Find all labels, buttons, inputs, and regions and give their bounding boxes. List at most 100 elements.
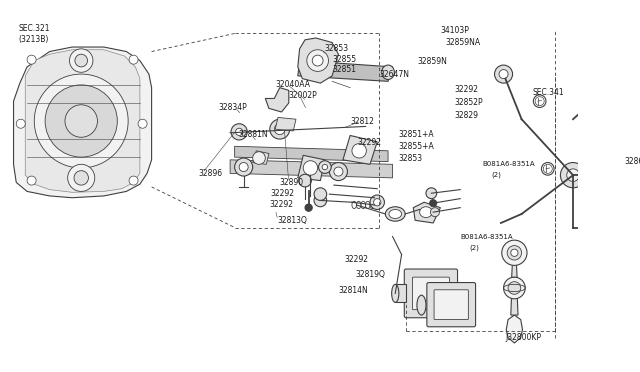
FancyBboxPatch shape (412, 277, 449, 310)
Text: 32292: 32292 (271, 189, 295, 198)
Text: 32292: 32292 (269, 199, 293, 209)
Circle shape (299, 174, 311, 187)
Circle shape (616, 173, 621, 178)
Circle shape (275, 124, 285, 135)
Text: 32890: 32890 (280, 178, 304, 187)
Polygon shape (275, 118, 296, 131)
Circle shape (533, 95, 546, 108)
Circle shape (567, 169, 579, 182)
Text: (3213B): (3213B) (18, 35, 49, 44)
FancyBboxPatch shape (427, 283, 476, 327)
Circle shape (16, 119, 25, 128)
Text: 32859NA: 32859NA (446, 38, 481, 47)
Text: SEC.341: SEC.341 (532, 88, 564, 97)
Polygon shape (298, 38, 339, 83)
Circle shape (609, 70, 627, 88)
Polygon shape (506, 315, 522, 343)
Circle shape (508, 282, 521, 294)
Circle shape (129, 55, 138, 64)
Ellipse shape (392, 284, 399, 302)
Text: 32853: 32853 (399, 154, 423, 163)
Circle shape (235, 158, 253, 176)
Circle shape (352, 144, 366, 158)
Circle shape (231, 124, 247, 140)
Circle shape (561, 163, 586, 188)
Circle shape (303, 161, 317, 175)
Polygon shape (511, 292, 518, 315)
Circle shape (312, 55, 323, 66)
Ellipse shape (420, 207, 432, 218)
Polygon shape (13, 47, 152, 198)
Text: SEC.321: SEC.321 (18, 25, 49, 33)
Text: 32292: 32292 (357, 138, 381, 147)
Circle shape (35, 74, 128, 168)
FancyBboxPatch shape (434, 290, 468, 320)
Circle shape (330, 163, 348, 180)
Circle shape (305, 204, 312, 211)
Circle shape (27, 176, 36, 185)
Text: 32855+A: 32855+A (399, 142, 435, 151)
Text: (2): (2) (492, 172, 502, 179)
Polygon shape (25, 50, 140, 192)
Text: 32896: 32896 (198, 169, 223, 178)
Circle shape (270, 119, 290, 139)
Polygon shape (298, 155, 325, 180)
Text: 32853: 32853 (325, 44, 349, 53)
Circle shape (239, 163, 248, 171)
Ellipse shape (381, 65, 394, 80)
Circle shape (614, 223, 623, 232)
Circle shape (504, 277, 525, 299)
Text: 32881N: 32881N (238, 130, 268, 139)
Text: 32855: 32855 (332, 55, 356, 64)
Ellipse shape (385, 207, 405, 221)
Text: 32647N: 32647N (379, 70, 409, 78)
Circle shape (68, 164, 95, 192)
Text: 32851: 32851 (332, 65, 356, 74)
Polygon shape (235, 146, 388, 162)
Circle shape (511, 249, 518, 256)
Text: 34103P: 34103P (440, 26, 469, 35)
Ellipse shape (417, 295, 426, 315)
Circle shape (307, 50, 328, 71)
Circle shape (129, 176, 138, 185)
Polygon shape (266, 88, 289, 112)
Circle shape (370, 195, 385, 209)
Circle shape (431, 208, 440, 217)
Text: J32800KP: J32800KP (506, 333, 541, 342)
Text: 32868: 32868 (625, 157, 640, 166)
Circle shape (45, 85, 117, 157)
Circle shape (65, 105, 97, 137)
Circle shape (495, 65, 513, 83)
Circle shape (322, 164, 328, 170)
Text: 32040AA: 32040AA (275, 80, 310, 89)
Circle shape (502, 240, 527, 265)
Text: 32292: 32292 (455, 85, 479, 94)
Circle shape (614, 74, 623, 83)
Circle shape (314, 194, 326, 207)
Circle shape (541, 163, 554, 175)
Circle shape (319, 161, 331, 173)
Circle shape (499, 70, 508, 78)
Text: 32834P: 32834P (218, 103, 247, 112)
Text: 32859N: 32859N (417, 57, 447, 66)
Polygon shape (343, 135, 377, 164)
Text: 32851+A: 32851+A (399, 130, 435, 139)
Circle shape (611, 168, 625, 182)
Text: 32002P: 32002P (289, 91, 317, 100)
Text: 32813Q: 32813Q (277, 216, 307, 225)
Circle shape (604, 161, 632, 190)
Text: 32829: 32829 (455, 111, 479, 120)
Polygon shape (512, 259, 517, 277)
Text: (2): (2) (469, 244, 479, 251)
Circle shape (74, 171, 88, 185)
Text: B081A6-8351A: B081A6-8351A (483, 161, 536, 167)
Circle shape (334, 167, 343, 176)
Circle shape (374, 199, 381, 206)
Circle shape (429, 199, 436, 207)
Text: B081A6-8351A: B081A6-8351A (460, 234, 513, 240)
Circle shape (236, 128, 243, 135)
Circle shape (70, 49, 93, 72)
Polygon shape (413, 202, 440, 223)
Polygon shape (253, 151, 269, 164)
Text: 32814N: 32814N (339, 286, 368, 295)
